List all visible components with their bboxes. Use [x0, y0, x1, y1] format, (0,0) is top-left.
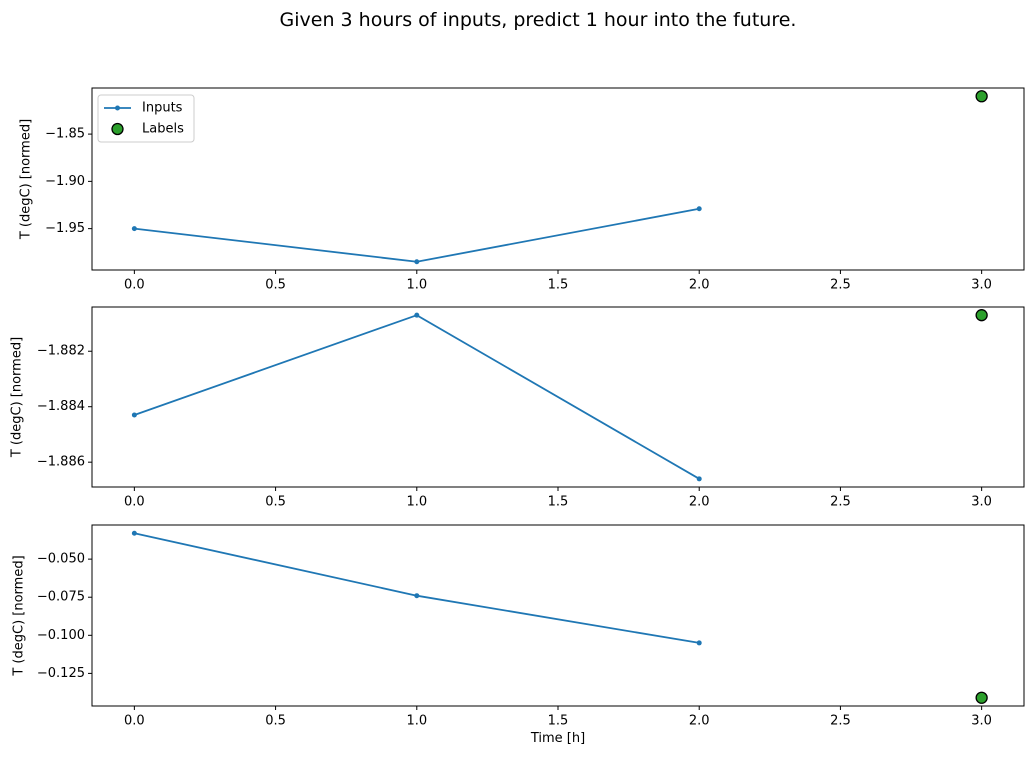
x-tick-label: 1.0: [406, 278, 427, 293]
inputs-marker: [131, 530, 137, 536]
y-tick-label: −1.85: [45, 127, 85, 142]
inputs-marker: [131, 226, 137, 232]
subplot-2: 0.0 0.5 1.0 1.5 2.0 2.5 3.0 −1.882 −1.884 −1.886 T…: [10, 306, 1025, 510]
chart-title: Given 3 hours of inputs, predict 1 hour …: [279, 9, 797, 31]
inputs-marker: [696, 640, 702, 646]
x-tick-label: 2.0: [689, 495, 710, 510]
labels-marker: [975, 309, 988, 322]
y-tick-label: −1.884: [37, 399, 85, 414]
y-tick-label: −1.95: [45, 221, 85, 236]
inputs-marker: [696, 206, 702, 212]
y-axis-label: T (degC) [normed]: [12, 555, 27, 676]
inputs-line: [134, 532, 700, 644]
x-tick-label: 3.0: [971, 278, 992, 293]
x-tick-label: 3.0: [971, 714, 992, 729]
x-tick-label: 1.5: [548, 278, 569, 293]
inputs-marker: [414, 259, 420, 265]
legend: Inputs Labels: [97, 94, 195, 143]
x-tick-label: 1.5: [548, 495, 569, 510]
y-tick-label: −1.886: [37, 455, 85, 470]
legend-inputs-label: Inputs: [142, 101, 183, 116]
y-tick-label: −0.100: [37, 628, 85, 643]
x-tick-label: 2.0: [689, 278, 710, 293]
x-tick-label: 2.0: [689, 714, 710, 729]
inputs-line: [134, 314, 700, 480]
axes-frame: [91, 87, 1025, 271]
inputs-marker: [696, 476, 702, 482]
inputs-line: [134, 207, 700, 263]
x-tick-label: 0.5: [265, 495, 286, 510]
labels-marker: [975, 691, 988, 704]
x-tick-label: 0.0: [124, 714, 145, 729]
x-tick-label: 1.5: [548, 714, 569, 729]
x-tick-label: 1.0: [406, 495, 427, 510]
subplot-1: 0.0 0.5 1.0 1.5 2.0 2.5 3.0 −1.85 −1.90 −1.95 T (d…: [19, 87, 1025, 293]
legend-labels-marker: [111, 122, 124, 136]
y-axis-label: T (degC) [normed]: [10, 337, 25, 458]
y-tick-label: −1.90: [45, 174, 85, 189]
x-tick-label: 3.0: [971, 495, 992, 510]
x-tick-label: 0.5: [265, 714, 286, 729]
x-tick-label: 0.0: [124, 278, 145, 293]
inputs-marker: [414, 312, 420, 318]
legend-inputs-marker: [115, 105, 120, 111]
y-tick-label: −0.075: [37, 590, 85, 605]
labels-marker: [975, 90, 988, 103]
x-tick-label: 1.0: [406, 714, 427, 729]
x-tick-label: 0.5: [265, 278, 286, 293]
x-axis-label: Time [h]: [530, 731, 586, 746]
inputs-marker: [414, 593, 420, 599]
legend-labels-label: Labels: [142, 122, 184, 137]
y-axis-label: T (degC) [normed]: [19, 119, 34, 240]
x-tick-label: 0.0: [124, 495, 145, 510]
axes-frame: [91, 524, 1025, 707]
y-tick-label: −1.882: [37, 344, 85, 359]
subplot-3: 0.0 0.5 1.0 1.5 2.0 2.5 3.0 −0.050 −0.075 −0.100 −…: [12, 524, 1025, 729]
y-tick-label: −0.050: [37, 552, 85, 567]
x-tick-label: 2.5: [830, 278, 851, 293]
x-tick-label: 2.5: [830, 714, 851, 729]
y-tick-label: −0.125: [37, 666, 85, 681]
x-tick-label: 2.5: [830, 495, 851, 510]
inputs-marker: [131, 412, 137, 418]
